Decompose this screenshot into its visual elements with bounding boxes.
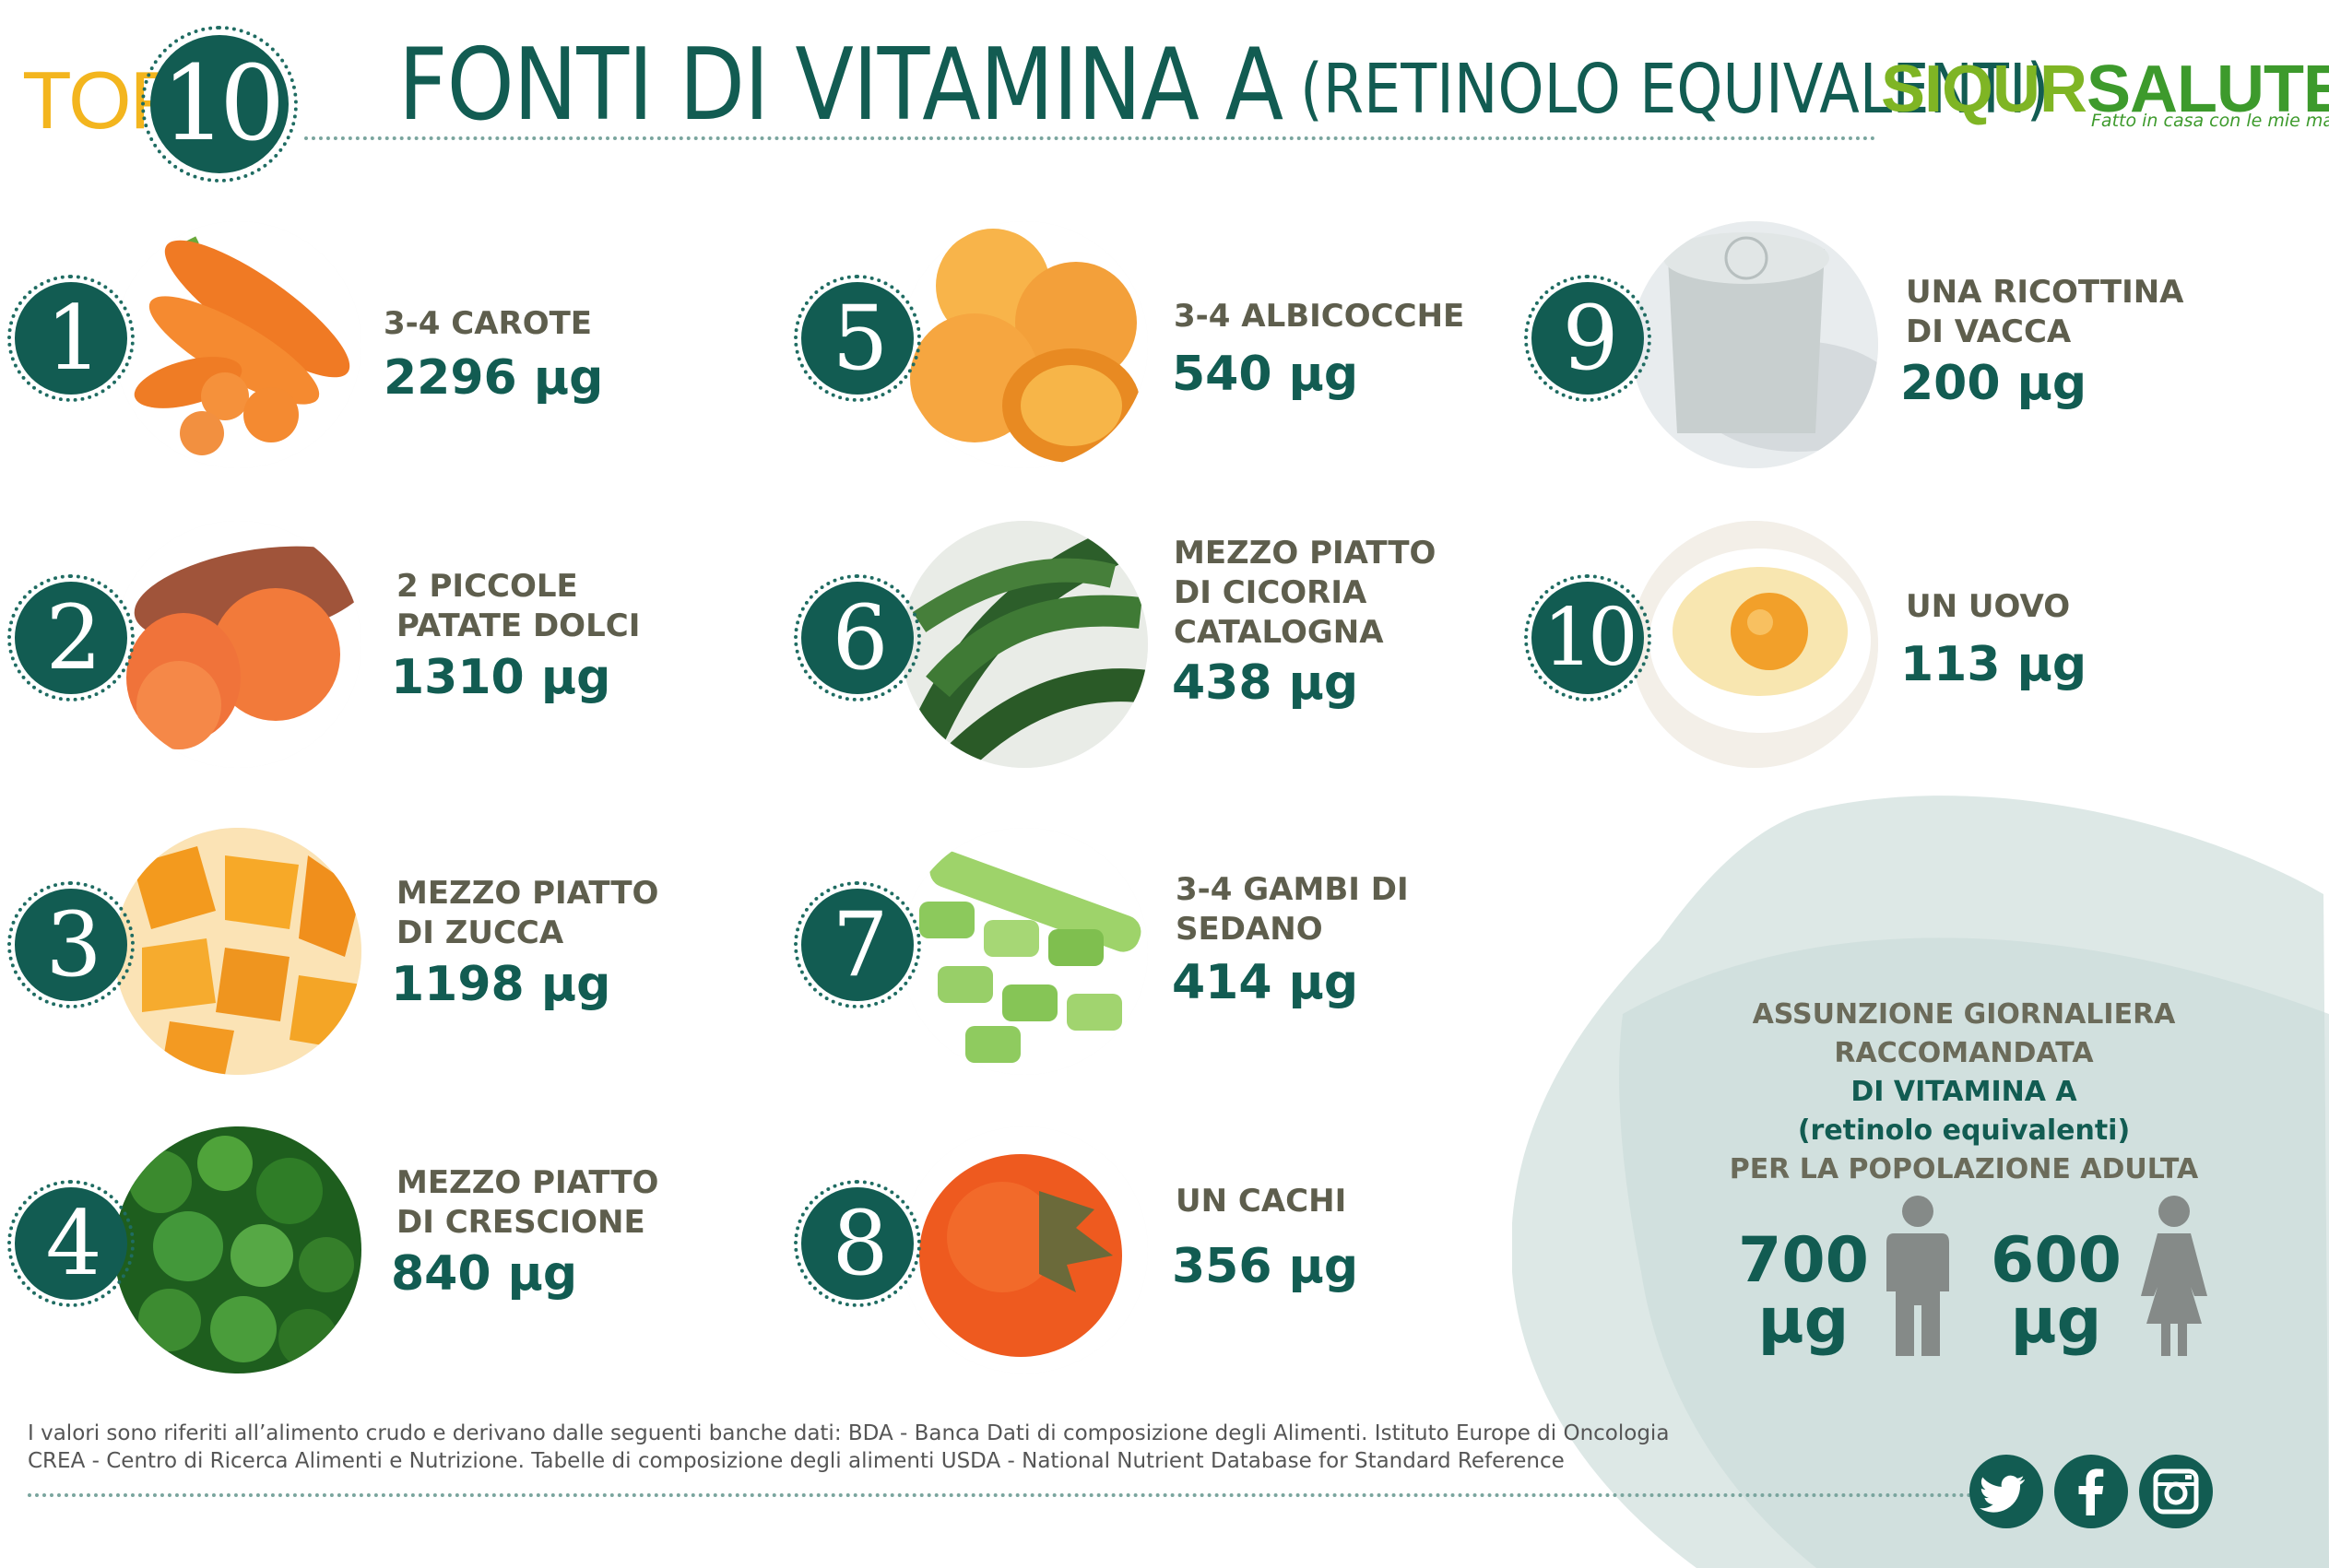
food-amount: 1198 µg xyxy=(391,957,611,1012)
food-item-4: 4 MEZZO PIATTO DI CRESCIONE 840 µg xyxy=(2,1117,703,1385)
food-item-7: 7 3-4 GAMBI DI SEDANO 414 µg xyxy=(788,819,1489,1086)
facebook-icon[interactable] xyxy=(2054,1455,2128,1528)
women-unit: µg xyxy=(2010,1285,2102,1358)
rank-ring xyxy=(794,1180,921,1307)
food-label: UNA RICOTTINA DI VACCA xyxy=(1906,274,2184,350)
footnote-line-2: CREA - Centro di Ricerca Alimenti e Nutr… xyxy=(28,1449,1565,1473)
food-amount: 200 µg xyxy=(1900,356,2087,411)
rank-number: 1 xyxy=(15,282,127,395)
food-amount: 2296 µg xyxy=(384,350,604,406)
rank-number: 9 xyxy=(1531,282,1644,395)
food-item-8: 8 UN CACHI 356 µg xyxy=(788,1117,1489,1385)
rank-number: 3 xyxy=(15,889,127,1001)
food-amount: 540 µg xyxy=(1172,347,1359,402)
food-amount: 1310 µg xyxy=(391,650,611,705)
logo-part-salute: SALUTE xyxy=(2087,53,2329,126)
food-amount: 414 µg xyxy=(1172,955,1359,1010)
food-item-10: 10 UN UOVO 113 µg xyxy=(1519,512,2219,779)
food-item-5: 5 3-4 ALBICOCCHE 540 µg xyxy=(788,212,1489,479)
food-amount: 356 µg xyxy=(1172,1239,1359,1294)
women-intake-value: 600 µg xyxy=(1973,1224,2139,1358)
rank-number: 10 xyxy=(1531,582,1644,694)
rank-ring xyxy=(1524,275,1651,402)
food-label: MEZZO PIATTO DI CRESCIONE xyxy=(396,1164,659,1241)
food-amount: 438 µg xyxy=(1172,655,1359,711)
brand-logo[interactable]: SIQURSALUTE xyxy=(1881,52,2329,127)
rank-ring xyxy=(1524,574,1651,701)
food-item-9: 9 UNA RICOTTINA DI VACCA 200 µg xyxy=(1519,212,2219,479)
daily-line-3: DI VITAMINA A xyxy=(1850,1076,2077,1108)
food-amount: 840 µg xyxy=(391,1246,578,1302)
rank-ring xyxy=(7,1180,135,1307)
food-item-6: 6 MEZZO PIATTO DI CICORIA CATALOGNA 438 … xyxy=(788,512,1489,779)
ricotta-icon xyxy=(1631,221,1878,468)
instagram-icon[interactable] xyxy=(2139,1455,2213,1528)
rank-number: 4 xyxy=(15,1187,127,1300)
food-label: UN UOVO xyxy=(1906,588,2071,625)
daily-line-1: ASSUNZIONE GIORNALIERA xyxy=(1752,998,2176,1031)
food-item-2: 2 2 PICCOLE PATATE DOLCI 1310 µg xyxy=(2,512,703,779)
rank-number: 2 xyxy=(15,582,127,694)
food-item-3: 3 MEZZO PIATTO DI ZUCCA 1198 µg xyxy=(2,819,703,1086)
rank-number: 8 xyxy=(801,1187,914,1300)
daily-line-2: RACCOMANDATA xyxy=(1834,1037,2094,1069)
pumpkin-icon xyxy=(114,828,361,1075)
logo-tagline: Fatto in casa con le mie mani xyxy=(2091,111,2329,131)
food-label: UN CACHI xyxy=(1176,1183,1347,1220)
men-unit: µg xyxy=(1757,1285,1850,1358)
food-label: MEZZO PIATTO DI CICORIA CATALOGNA xyxy=(1174,535,1436,651)
celery-icon xyxy=(901,828,1148,1075)
persimmon-icon xyxy=(901,1126,1148,1373)
top10-number: 10 xyxy=(150,35,289,173)
background-blob xyxy=(1512,796,2329,1568)
rank-ring xyxy=(794,574,921,701)
daily-line-4: (retinolo equivalenti) xyxy=(1797,1114,2131,1147)
women-value: 600 xyxy=(1991,1224,2122,1297)
men-intake-value: 700 µg xyxy=(1720,1224,1886,1358)
food-label: 3-4 CAROTE xyxy=(384,305,593,342)
sweet-potato-icon xyxy=(114,521,361,768)
logo-part-siqur: SIQUR xyxy=(1881,53,2087,126)
men-value: 700 xyxy=(1738,1224,1869,1297)
page-subtitle: (RETINOLO EQUIVALENTI) xyxy=(1300,50,2050,129)
food-label: 3-4 ALBICOCCHE xyxy=(1174,298,1465,335)
daily-line-5: PER LA POPOLAZIONE ADULTA xyxy=(1729,1153,2199,1185)
watercress-icon xyxy=(114,1126,361,1373)
woman-icon xyxy=(2141,1196,2207,1356)
page-title: FONTI DI VITAMINA A xyxy=(398,28,1283,143)
footnote-line-1: I valori sono riferiti all’alimento crud… xyxy=(28,1421,1670,1445)
food-label: MEZZO PIATTO DI ZUCCA xyxy=(396,875,659,951)
chicory-icon xyxy=(901,521,1148,768)
carrot-icon xyxy=(114,221,361,468)
apricot-icon xyxy=(901,221,1148,468)
food-label: 3-4 GAMBI DI SEDANO xyxy=(1176,871,1409,948)
man-icon xyxy=(1886,1196,1949,1356)
rank-number: 5 xyxy=(801,282,914,395)
header-divider xyxy=(304,136,1876,140)
rank-number: 7 xyxy=(801,889,914,1001)
footnote: I valori sono riferiti all’alimento crud… xyxy=(28,1420,1687,1475)
top10-ring xyxy=(141,26,298,183)
egg-icon xyxy=(1631,521,1878,768)
rank-ring xyxy=(794,881,921,1008)
food-label: 2 PICCOLE PATATE DOLCI xyxy=(396,568,641,644)
food-amount: 113 µg xyxy=(1900,637,2087,692)
daily-intake-box: ASSUNZIONE GIORNALIERA RACCOMANDATA DI V… xyxy=(1687,996,2240,1189)
rank-ring xyxy=(7,275,135,402)
twitter-icon[interactable] xyxy=(1969,1455,2043,1528)
rank-number: 6 xyxy=(801,582,914,694)
rank-ring xyxy=(794,275,921,402)
rank-ring xyxy=(7,881,135,1008)
food-item-1: 1 3-4 CAROTE 2296 µg xyxy=(2,212,703,479)
footer-divider xyxy=(28,1493,1973,1497)
rank-ring xyxy=(7,574,135,701)
